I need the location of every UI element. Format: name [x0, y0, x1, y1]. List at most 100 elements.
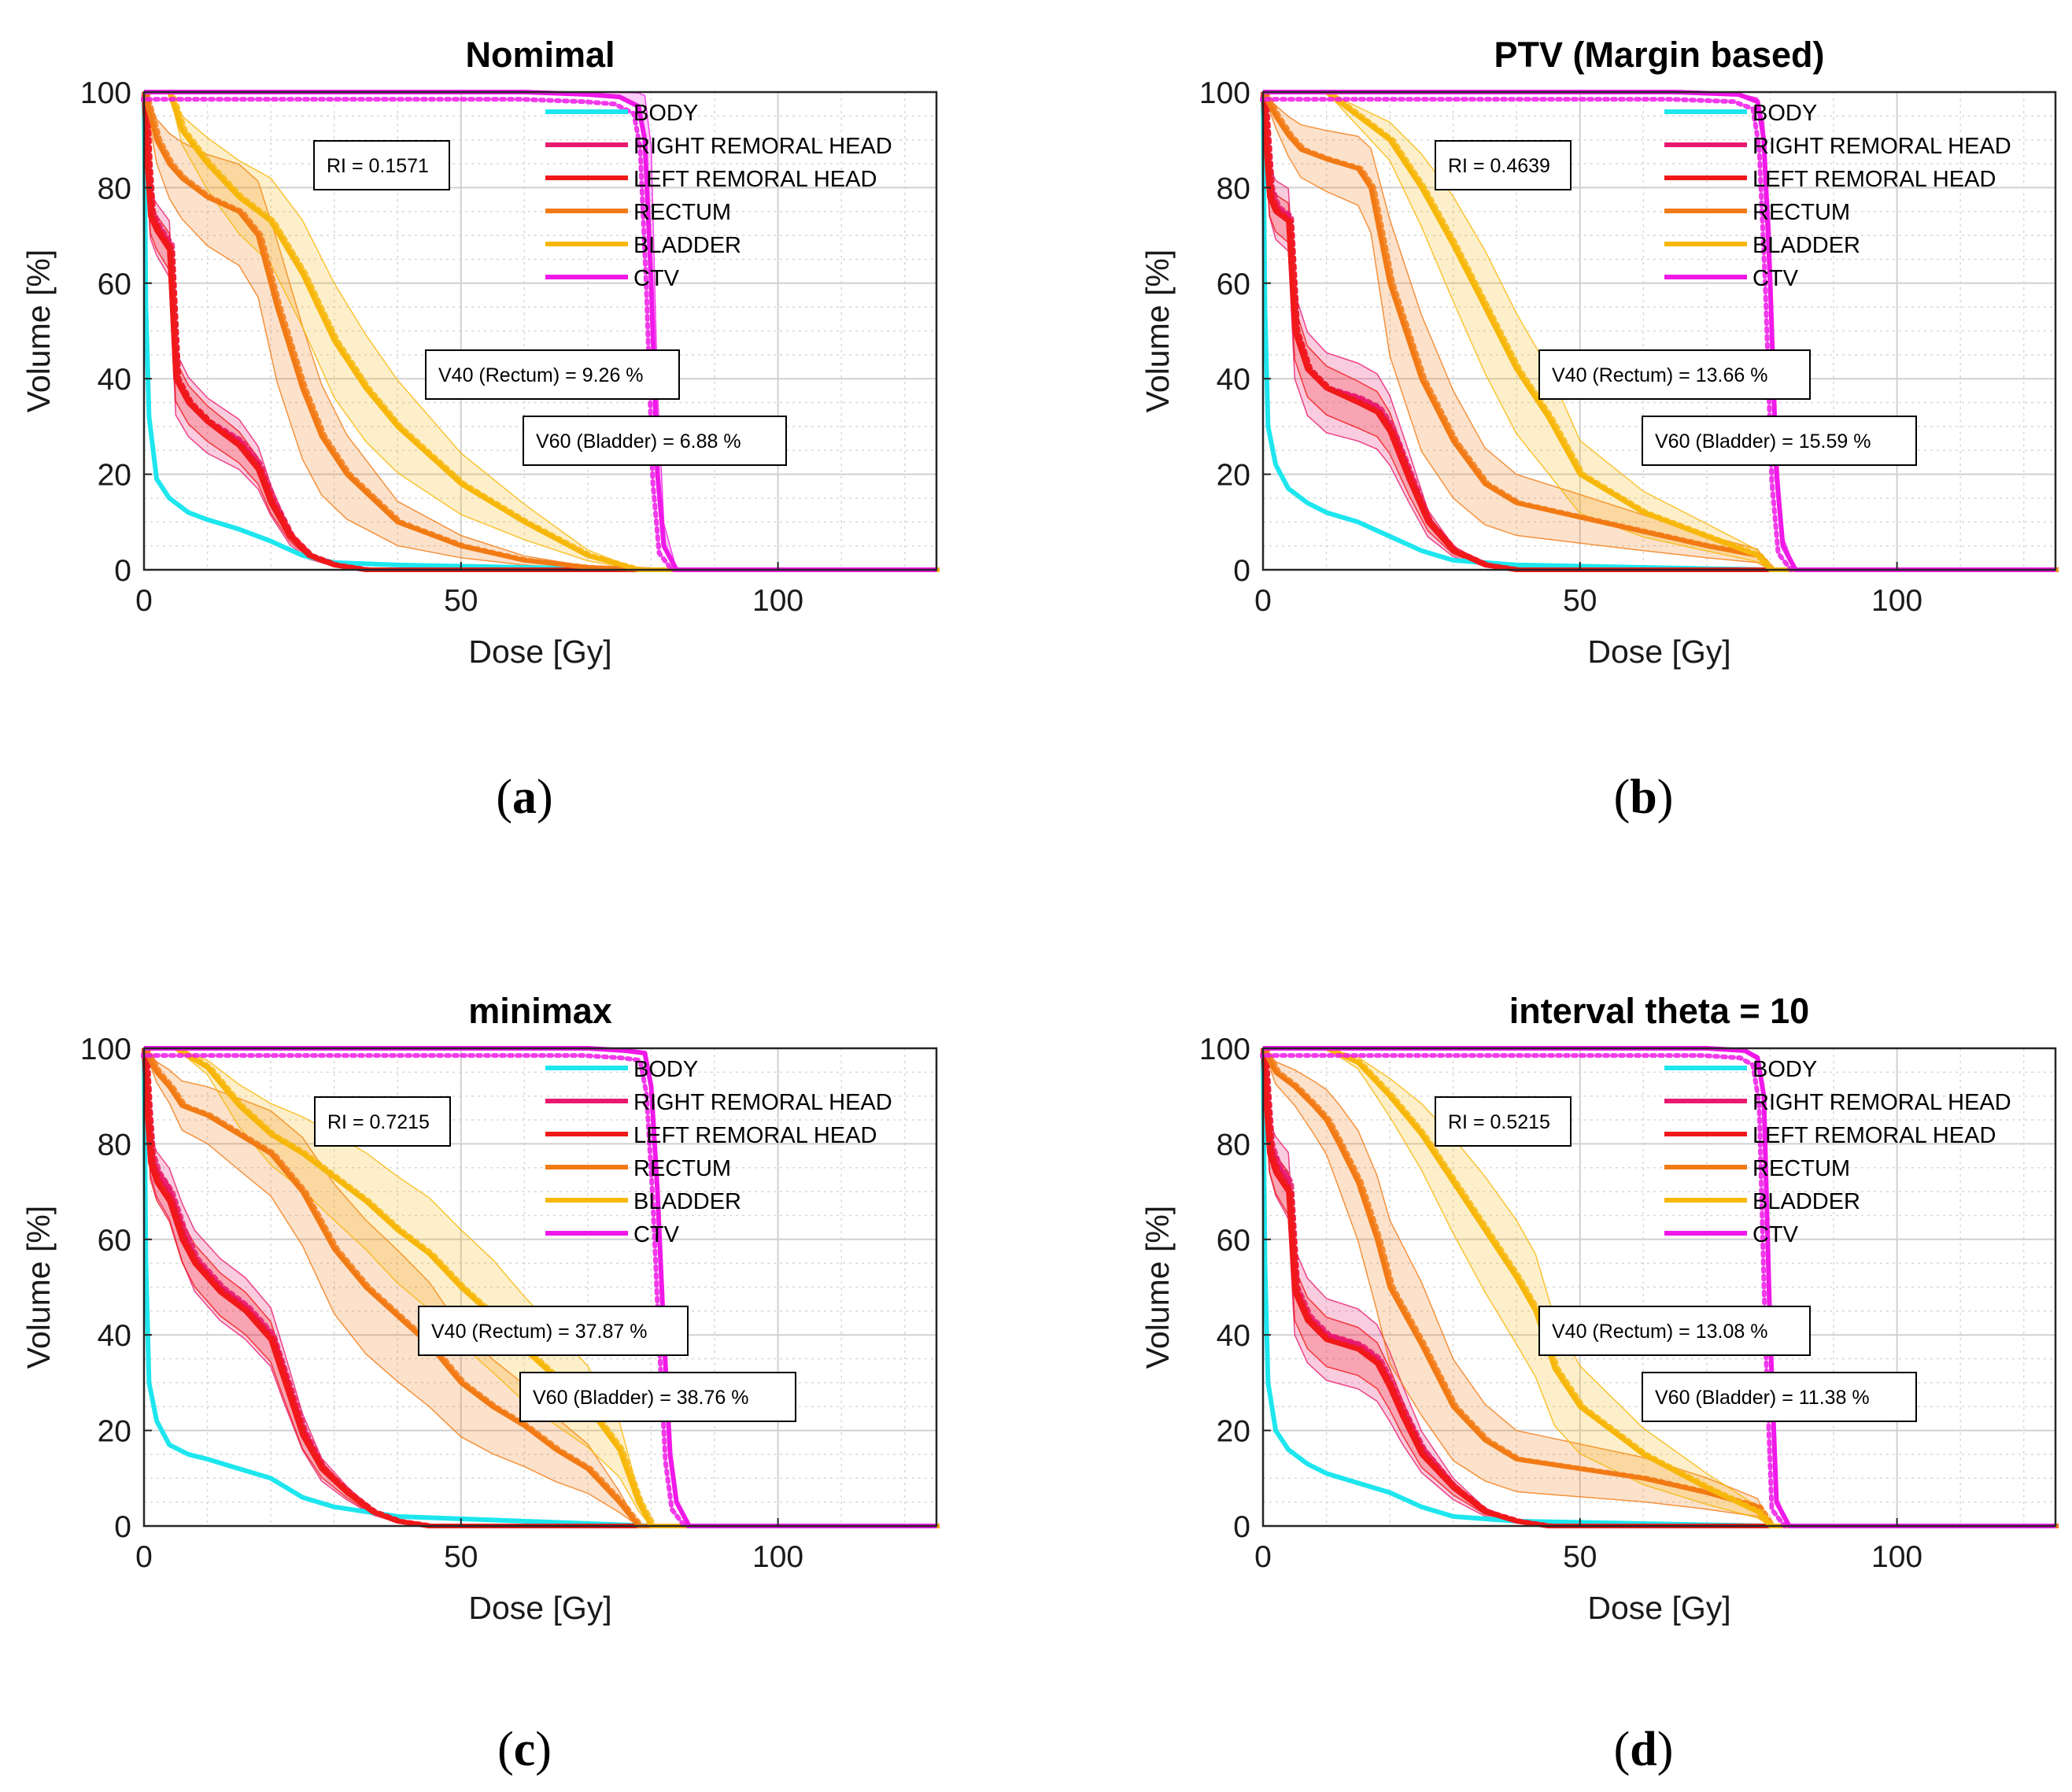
ri-annotation-text: RI = 0.4639 — [1448, 155, 1550, 177]
series-band-bladder — [144, 1047, 936, 1527]
x-tick-label: 0 — [1254, 584, 1272, 618]
x-tick-label: 50 — [444, 584, 478, 618]
subfigure-paren-open: ( — [1614, 1723, 1631, 1776]
series-mean-ctv — [141, 97, 934, 572]
legend-label-bladder: BLADDER — [1753, 233, 1860, 258]
y-tick-label: 20 — [98, 1415, 131, 1449]
v40-annotation: V40 (Rectum) = 9.26 % — [425, 349, 680, 400]
series-band-bladder — [1263, 1047, 2055, 1527]
subfigure-paren-close: ) — [1657, 1723, 1674, 1776]
v40-annotation-text: V40 (Rectum) = 37.87 % — [431, 1321, 647, 1343]
subfigure-paren-close: ) — [537, 770, 553, 824]
legend-label-right-remoral-head: RIGHT REMORAL HEAD — [633, 134, 892, 159]
axes-box — [142, 91, 938, 571]
subfigure-letter: a — [512, 770, 537, 824]
x-axis-label: Dose [Gy] — [468, 1590, 611, 1626]
v60-annotation-text: V60 (Bladder) = 15.59 % — [1655, 430, 1871, 453]
series-band-right-remoral-head — [143, 1047, 936, 1527]
ri-annotation-text: RI = 0.7215 — [327, 1111, 430, 1133]
subfigure-label: (d) — [1614, 1723, 1674, 1776]
legend-label-bladder: BLADDER — [633, 233, 741, 258]
legend-label-ctv: CTV — [1753, 266, 1799, 291]
legend-label-ctv: CTV — [1753, 1222, 1799, 1247]
legend-label-bladder: BLADDER — [633, 1189, 741, 1214]
y-tick-label: 40 — [98, 1319, 131, 1353]
v60-annotation-text: V60 (Bladder) = 6.88 % — [536, 430, 741, 453]
subfigure-letter: d — [1630, 1723, 1656, 1776]
v40-annotation-text: V40 (Rectum) = 13.08 % — [1552, 1321, 1767, 1343]
v60-annotation-text: V60 (Bladder) = 38.76 % — [533, 1387, 748, 1409]
x-axis-label: Dose [Gy] — [1587, 1590, 1730, 1626]
subfigure-paren-open: ( — [497, 1723, 514, 1776]
series-line-body — [142, 1047, 936, 1528]
chart-title: Nomimal — [465, 35, 615, 75]
ri-annotation: RI = 0.5215 — [1435, 1096, 1572, 1147]
v60-annotation-box — [523, 416, 787, 466]
v60-annotation: V60 (Bladder) = 6.88 % — [523, 416, 787, 466]
legend-label-bladder: BLADDER — [1753, 1189, 1860, 1214]
legend-label-body: BODY — [633, 1057, 698, 1082]
series-line-body — [1261, 91, 2055, 572]
v60-annotation: V60 (Bladder) = 15.59 % — [1642, 416, 1917, 466]
v60-annotation: V60 (Bladder) = 38.76 % — [519, 1372, 796, 1422]
legend-label-rectum: RECTUM — [1753, 200, 1850, 225]
series-line-body — [142, 91, 936, 572]
series-line-left-remoral-head — [142, 91, 936, 572]
ri-annotation-box — [1435, 1096, 1572, 1147]
curves — [141, 1046, 940, 1528]
legend-label-rectum: RECTUM — [633, 200, 731, 225]
y-tick-label: 100 — [80, 1033, 131, 1066]
x-tick-label: 100 — [1871, 1540, 1922, 1574]
y-tick-label: 20 — [1217, 459, 1250, 493]
series-mean-ctv — [1260, 97, 2053, 572]
x-tick-label: 50 — [1563, 584, 1597, 618]
legend-label-ctv: CTV — [633, 266, 680, 291]
v60-annotation: V60 (Bladder) = 11.38 % — [1642, 1372, 1917, 1422]
y-tick-label: 40 — [98, 363, 131, 397]
legend-label-left-remoral-head: LEFT REMORAL HEAD — [1753, 167, 1996, 192]
legend-label-rectum: RECTUM — [633, 1156, 731, 1181]
chart-title: PTV (Margin based) — [1494, 35, 1824, 75]
y-tick-label: 100 — [1199, 1033, 1250, 1066]
x-tick-label: 50 — [444, 1540, 478, 1574]
ri-annotation-box — [1435, 140, 1572, 190]
v40-annotation-box — [418, 1306, 689, 1356]
y-tick-label: 20 — [98, 459, 131, 493]
y-tick-label: 60 — [1217, 268, 1250, 301]
y-axis-label: Volume [%] — [1139, 249, 1176, 412]
plot-area — [144, 1048, 936, 1526]
v40-annotation-box — [1538, 349, 1811, 400]
ri-annotation-text: RI = 0.1571 — [327, 155, 429, 177]
y-tick-label: 80 — [1217, 1128, 1250, 1162]
v40-annotation: V40 (Rectum) = 13.08 % — [1538, 1306, 1811, 1356]
chart-panel-a: 0 50 100 0 20 40 60 80 100 Nomimal Dose [Gy] Volume… — [20, 35, 940, 824]
subfigure-letter: c — [514, 1723, 536, 1776]
y-tick-label: 40 — [1217, 1319, 1250, 1353]
axes-box — [142, 1047, 938, 1528]
chart-panel-c: 0 50 100 0 20 40 60 80 100 minimax Dose [Gy] Volume… — [20, 991, 940, 1776]
y-tick-label: 0 — [114, 554, 131, 588]
legend-label-right-remoral-head: RIGHT REMORAL HEAD — [1753, 1090, 2011, 1115]
y-axis-label: Volume [%] — [1139, 1206, 1176, 1369]
legend-label-left-remoral-head: LEFT REMORAL HEAD — [633, 167, 877, 192]
y-tick-label: 100 — [1199, 76, 1250, 110]
series-mean-ctv — [1260, 1053, 2053, 1528]
v40-annotation-text: V40 (Rectum) = 13.66 % — [1552, 364, 1767, 386]
subfigure-label: (b) — [1614, 770, 1674, 824]
v40-annotation-text: V40 (Rectum) = 9.26 % — [438, 364, 644, 386]
x-tick-label: 0 — [135, 1540, 153, 1574]
x-tick-label: 50 — [1563, 1540, 1597, 1574]
subfigure-paren-open: ( — [1614, 770, 1631, 824]
legend-label-rectum: RECTUM — [1753, 1156, 1850, 1181]
series-line-rectum — [142, 91, 936, 572]
v60-annotation-box — [1642, 416, 1917, 466]
legend-label-right-remoral-head: RIGHT REMORAL HEAD — [633, 1090, 892, 1115]
ri-annotation: RI = 0.4639 — [1435, 140, 1572, 190]
v60-annotation-box — [1642, 1372, 1917, 1422]
curves — [1260, 1046, 2059, 1528]
series-band-right-remoral-head — [1262, 1047, 2055, 1527]
legend-label-left-remoral-head: LEFT REMORAL HEAD — [1753, 1123, 1996, 1148]
series-band-bladder — [144, 91, 936, 571]
ri-annotation-box — [313, 140, 450, 190]
x-tick-label: 0 — [1254, 1540, 1272, 1574]
